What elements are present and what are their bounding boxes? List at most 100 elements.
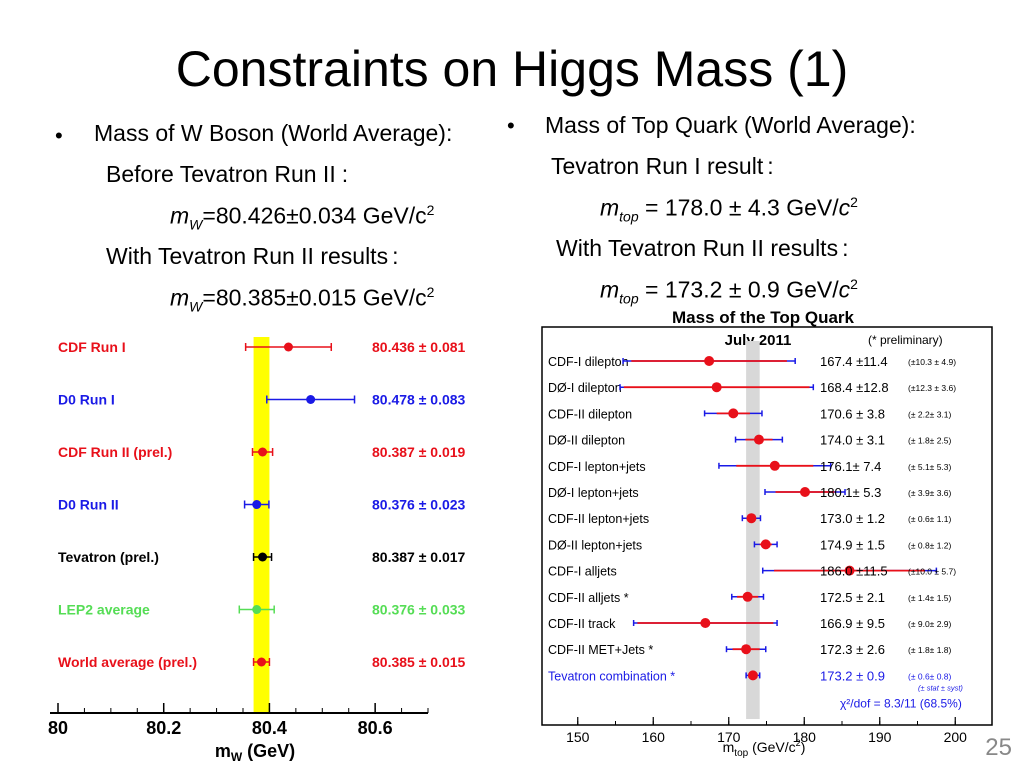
- top-breakdown-label: (± 9.0± 2.9): [908, 619, 952, 629]
- top-point-10: [700, 618, 711, 628]
- top-breakdown-label: (±10.3 ± 4.9): [908, 357, 956, 367]
- top-point-1: [711, 382, 722, 393]
- top-series-label: CDF-I alljets: [548, 565, 617, 579]
- top-chart-title: Mass of the Top Quark: [672, 308, 855, 327]
- w-x-tick-label: 80.6: [358, 718, 393, 738]
- w-x-tick-label: 80.4: [252, 718, 287, 738]
- w-series-label: D0 Run II: [58, 497, 119, 513]
- top-breakdown-label: (± 3.9± 3.6): [908, 488, 952, 498]
- top-value-label: 170.6 ± 3.8: [820, 406, 885, 421]
- w-value-label: 80.376 ± 0.033: [372, 602, 466, 618]
- top-value-label: 167.4 ±11.4: [820, 354, 888, 369]
- top-value-label: 173.2 ± 0.9: [820, 668, 885, 683]
- top-value-label: 186.0 ±11.5: [820, 564, 888, 579]
- w-value-label: 80.436 ± 0.081: [372, 339, 466, 355]
- top-series-label: CDF-II MET+Jets *: [548, 643, 653, 657]
- top-point-11: [741, 644, 752, 655]
- top-breakdown-label: (± 0.6± 0.8): [908, 671, 952, 681]
- w-series-label: CDF Run I: [58, 339, 126, 355]
- w-with-label: With Tevatron Run II results:: [106, 243, 399, 269]
- top-x-axis-label: mtop (GeV/c2): [723, 738, 806, 759]
- top-series-label: DØ-I lepton+jets: [548, 486, 639, 500]
- top-value-label: 180.1± 5.3: [820, 485, 881, 500]
- top-breakdown-label: (± 1.4± 1.5): [908, 593, 952, 603]
- top-breakdown-label: (± 0.6± 1.1): [908, 514, 952, 524]
- top-series-label: CDF-II lepton+jets: [548, 512, 649, 526]
- top-series-label: CDF-II track: [548, 617, 616, 631]
- slide-title: Constraints on Higgs Mass (1): [175, 41, 849, 97]
- w-value-label: 80.387 ± 0.019: [372, 444, 466, 460]
- top-series-label: DØ-I dilepton: [548, 381, 622, 395]
- top-breakdown-legend: (± stat ± syst): [918, 683, 963, 692]
- w-value-label: 80.478 ± 0.083: [372, 392, 466, 408]
- top-breakdown-label: (± 2.2± 3.1): [908, 409, 952, 419]
- w-series-label: LEP2 average: [58, 602, 150, 618]
- top-point-12: [747, 670, 758, 681]
- top-value-label: 172.5 ± 2.1: [820, 590, 885, 605]
- top-x-tick-label: 170: [717, 729, 741, 745]
- top-mass-chart: Mass of the Top Quark July 2011 (* prelimi…: [541, 308, 993, 759]
- top-x-tick-label: 180: [793, 729, 817, 745]
- top-series-label: CDF-II dilepton: [548, 407, 632, 421]
- top-value-label: 166.9 ± 9.5: [820, 616, 885, 631]
- w-value-label: 80.385 ± 0.015: [372, 654, 466, 670]
- w-before-value: mW=80.426±0.034 GeV/c2: [170, 202, 435, 233]
- top-plot-frame: [541, 326, 993, 726]
- top-breakdown-label: (±10.0 ± 5.7): [908, 567, 956, 577]
- top-series-label: CDF-II alljets *: [548, 591, 629, 605]
- top-chart-subtitle: July 2011: [725, 332, 792, 349]
- w-value-label: 80.387 ± 0.017: [372, 549, 466, 565]
- w-point-0: [283, 342, 293, 352]
- top-point-8: [844, 565, 855, 576]
- top-heading: Mass of Top Quark (World Average):: [545, 112, 916, 138]
- top-point-2: [728, 408, 739, 419]
- top-value-label: 173.0 ± 1.2: [820, 511, 885, 526]
- top-value-label: 174.9 ± 1.5: [820, 537, 885, 552]
- top-x-tick-label: 150: [566, 729, 590, 745]
- w-series-label: World average (prel.): [58, 654, 197, 670]
- top-x-tick-label: 160: [642, 729, 666, 745]
- top-series-label: CDF-I dilepton: [548, 355, 629, 369]
- w-series-label: Tevatron (prel.): [58, 549, 159, 565]
- top-point-4: [769, 460, 780, 471]
- top-value-label: 176.1± 7.4: [820, 459, 881, 474]
- top-x-tick-label: 190: [868, 729, 892, 745]
- top-point-9: [742, 591, 753, 602]
- top-point-5: [800, 487, 811, 497]
- top-chi2: χ²/dof = 8.3/11 (68.5%): [840, 696, 962, 710]
- top-breakdown-label: (± 1.8± 2.5): [908, 436, 952, 446]
- w-x-tick-label: 80: [48, 718, 68, 738]
- top-series-label: DØ-II lepton+jets: [548, 538, 642, 552]
- top-x-tick-label: 200: [944, 729, 968, 745]
- top-point-6: [746, 513, 757, 524]
- w-point-2: [258, 447, 268, 457]
- page-number: 25: [985, 734, 1012, 761]
- w-point-4: [258, 552, 268, 562]
- w-x-axis-label: mW (GeV): [215, 741, 295, 764]
- w-with-value: mW=80.385±0.015 GeV/c2: [170, 284, 435, 315]
- w-before-label: Before Tevatron Run II:: [106, 161, 349, 187]
- top-series-label: DØ-II dilepton: [548, 434, 625, 448]
- w-point-1: [306, 395, 316, 404]
- w-x-tick-label: 80.2: [146, 718, 181, 738]
- top-value-label: 172.3 ± 2.6: [820, 642, 885, 657]
- top-point-3: [753, 434, 764, 445]
- top-average-band: [746, 341, 760, 719]
- top-series-label: Tevatron combination *: [548, 669, 675, 683]
- top-series-label: CDF-I lepton+jets: [548, 460, 646, 474]
- top-run2-label: With Tevatron Run II results:: [556, 235, 849, 261]
- top-breakdown-label: (± 1.8± 1.8): [908, 645, 952, 655]
- top-chart-note: (* preliminary): [868, 333, 943, 347]
- top-value-label: 174.0 ± 3.1: [820, 433, 885, 448]
- top-point-0: [704, 356, 715, 366]
- top-point-7: [760, 539, 771, 550]
- top-breakdown-label: (± 0.8± 1.2): [908, 540, 952, 550]
- bullet-left: •: [55, 123, 63, 148]
- top-breakdown-label: (± 5.1± 5.3): [908, 462, 952, 472]
- w-average-band: [253, 337, 270, 713]
- w-value-label: 80.376 ± 0.023: [372, 497, 466, 513]
- w-point-6: [257, 657, 266, 667]
- w-heading: Mass of W Boson (World Average):: [94, 120, 453, 146]
- w-series-label: D0 Run I: [58, 392, 115, 408]
- w-point-5: [252, 605, 262, 614]
